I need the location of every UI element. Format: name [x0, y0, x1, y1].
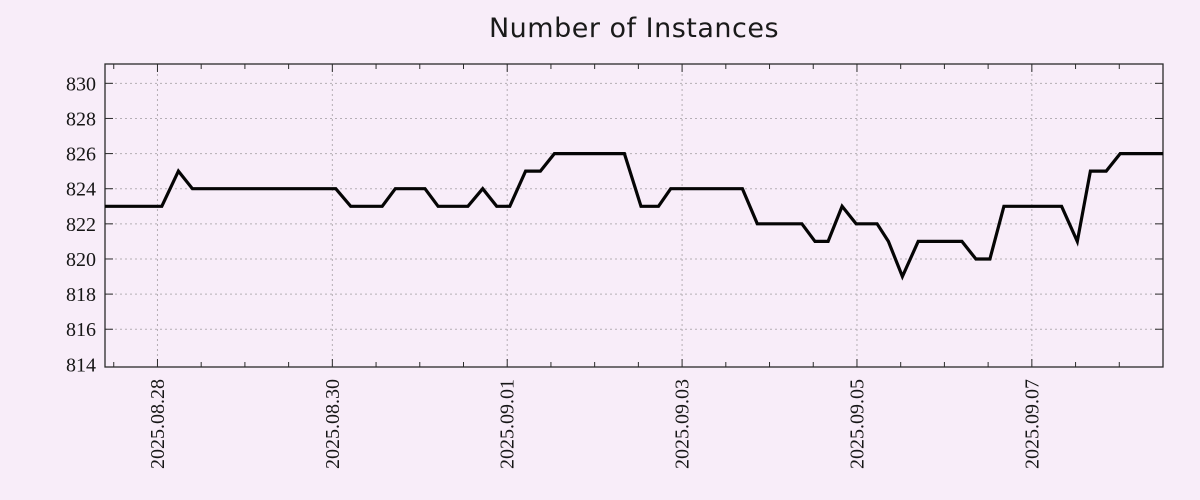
chart-title: Number of Instances — [488, 13, 780, 44]
plot-border — [104, 63, 1164, 368]
x-tick-label: 2025.09.01 — [497, 379, 519, 469]
y-tick-label: 830 — [66, 73, 96, 95]
y-tick-label: 824 — [66, 179, 96, 201]
series-line-instances — [105, 152, 1163, 281]
y-tick-label: 820 — [66, 249, 96, 271]
y-tick-label: 818 — [66, 284, 96, 306]
x-tick-label: 2025.08.30 — [322, 379, 344, 469]
x-tick-label: 2025.09.03 — [672, 379, 694, 469]
x-tick-label: 2025.09.07 — [1021, 379, 1043, 469]
y-tick-label: 828 — [66, 108, 96, 130]
x-tick-label: 2025.09.05 — [846, 379, 868, 469]
y-tick-label: 814 — [66, 354, 96, 376]
x-tick-label: 2025.08.28 — [147, 379, 169, 469]
y-tick-label: 822 — [66, 214, 96, 236]
y-tick-label: 816 — [66, 319, 96, 341]
y-tick-label: 826 — [66, 144, 96, 166]
